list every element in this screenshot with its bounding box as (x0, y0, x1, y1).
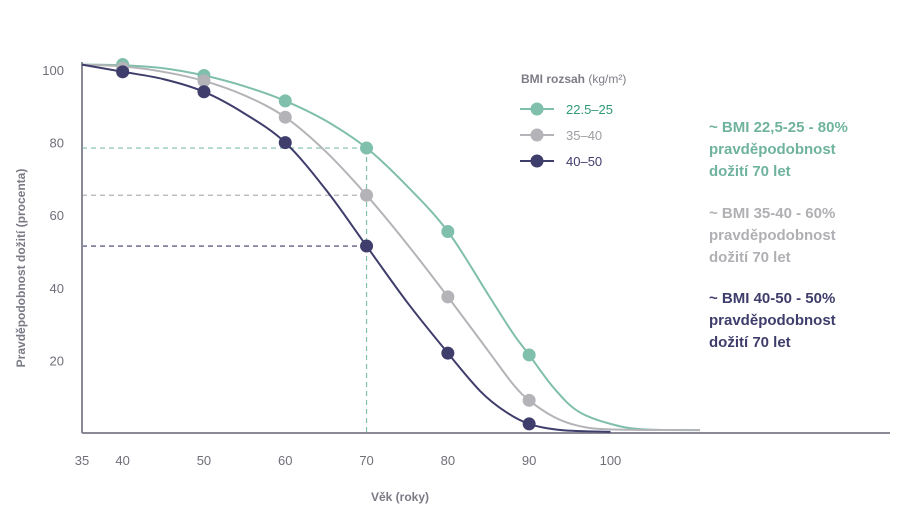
legend: BMI rozsah (kg/m²) 22.5–25 35–40 40–50 (520, 72, 626, 169)
data-point (441, 225, 455, 239)
data-point (278, 94, 292, 108)
y-tick-label: 60 (50, 208, 64, 223)
annotation-block: ~ BMI 22,5-25 - 80% pravděpodobnost dožití… (709, 117, 899, 183)
data-point (278, 136, 292, 150)
series-line-3 (81, 63, 611, 433)
axis-ticks: 35 40 50 60 70 80 90 100 20 40 60 80 100 (42, 63, 621, 468)
annotation-line: pravděpodobnost (709, 227, 836, 244)
annotation-line: ~ BMI 40-50 - 50% (709, 290, 836, 307)
data-point (522, 348, 536, 362)
x-tick-label: 40 (115, 453, 129, 468)
legend-title-unit: (kg/m²) (588, 72, 626, 86)
legend-label: 35–40 (566, 128, 602, 143)
legend-swatch-dot (530, 102, 544, 116)
data-point (441, 346, 455, 360)
annotation-line: dožití 70 let (709, 334, 791, 351)
annotation-line: ~ BMI 35-40 - 60% (709, 205, 836, 222)
x-axis-title: Věk (roky) (371, 490, 429, 504)
series-line-1 (81, 63, 700, 432)
series-curves (81, 63, 700, 433)
y-axis-title: Pravděpodobnost dožití (procenta) (14, 169, 28, 368)
annotation-line: pravděpodobnost (709, 312, 836, 329)
x-tick-label: 90 (522, 453, 536, 468)
y-tick-label: 100 (42, 63, 64, 78)
data-point (360, 188, 374, 202)
data-point (360, 239, 374, 253)
x-tick-label: 60 (278, 453, 292, 468)
data-point (522, 393, 536, 407)
data-point (360, 141, 374, 155)
legend-title: BMI rozsah (kg/m²) (521, 72, 626, 86)
x-tick-label: 100 (600, 453, 622, 468)
y-tick-label: 40 (50, 281, 64, 296)
data-point (197, 85, 211, 99)
legend-label: 40–50 (566, 154, 602, 169)
data-point (116, 65, 130, 79)
series-points (116, 58, 536, 431)
x-tick-label: 80 (441, 453, 455, 468)
annotation-line: dožití 70 let (709, 249, 791, 266)
legend-label: 22.5–25 (566, 102, 613, 117)
data-point (278, 110, 292, 124)
y-tick-label: 80 (50, 136, 64, 151)
x-tick-label: 70 (359, 453, 373, 468)
y-tick-label: 20 (50, 353, 64, 368)
annotation-line: pravděpodobnost (709, 141, 836, 158)
data-point (441, 290, 455, 304)
data-point (522, 417, 536, 431)
series-line-2 (81, 63, 700, 432)
reference-lines (82, 147, 368, 433)
legend-swatch-dot (530, 154, 544, 168)
legend-swatch-dot (530, 128, 544, 142)
x-tick-label: 35 (75, 453, 89, 468)
legend-title-text: BMI rozsah (521, 72, 585, 86)
legend-items: 22.5–25 35–40 40–50 (520, 102, 613, 169)
annotation-line: ~ BMI 22,5-25 - 80% (709, 119, 848, 136)
annotation-block: ~ BMI 40-50 - 50% pravděpodobnost dožití 7… (709, 288, 899, 354)
annotation-line: dožití 70 let (709, 163, 791, 180)
data-point (197, 74, 211, 88)
x-tick-label: 50 (197, 453, 211, 468)
annotation-block: ~ BMI 35-40 - 60% pravděpodobnost dožití 7… (709, 203, 899, 269)
